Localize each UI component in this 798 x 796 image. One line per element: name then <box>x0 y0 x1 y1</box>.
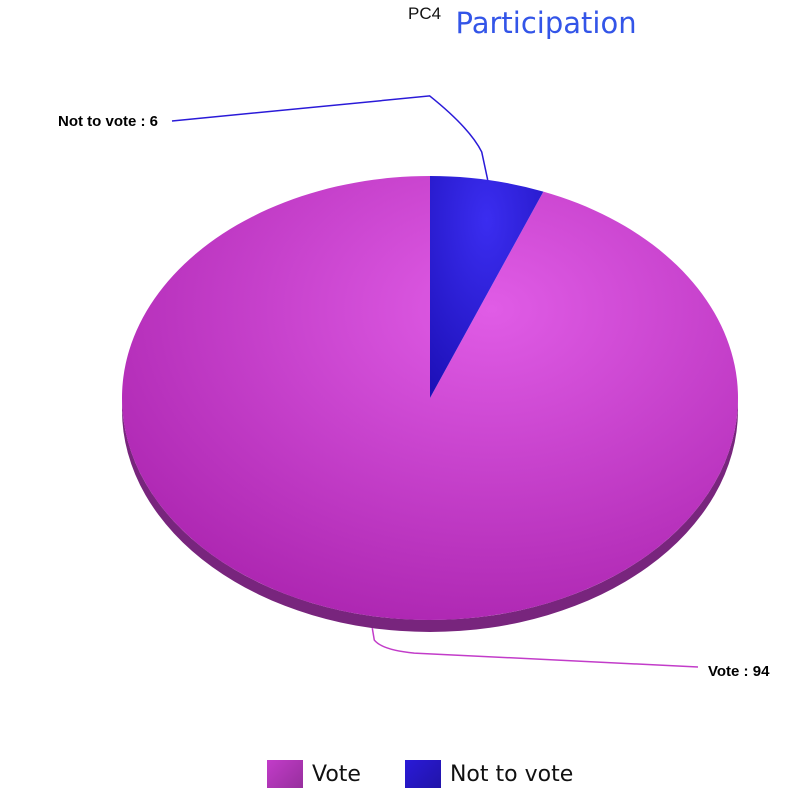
callout-line-vote <box>371 627 699 668</box>
legend-item-not-to-vote: Not to vote <box>404 760 574 788</box>
legend-swatch-not-to-vote <box>404 760 441 788</box>
chart-legend: Vote Not to vote <box>267 760 617 788</box>
legend-swatch-vote <box>267 760 303 788</box>
callout-line-not-to-vote <box>171 95 489 181</box>
legend-label-not-to-vote: Not to vote <box>449 761 574 787</box>
data-label-vote: Vote : 94 <box>708 663 770 680</box>
data-label-not-to-vote: Not to vote : 6 <box>58 113 158 130</box>
pie-slice-not-to-vote <box>430 176 544 398</box>
chart-title: PC4 Participation <box>408 4 637 40</box>
legend-label-vote: Vote <box>312 761 361 787</box>
chart-title-text: Participation <box>455 6 637 40</box>
legend-item-vote: Vote <box>267 760 361 788</box>
chart-subtitle: PC4 <box>408 4 442 23</box>
